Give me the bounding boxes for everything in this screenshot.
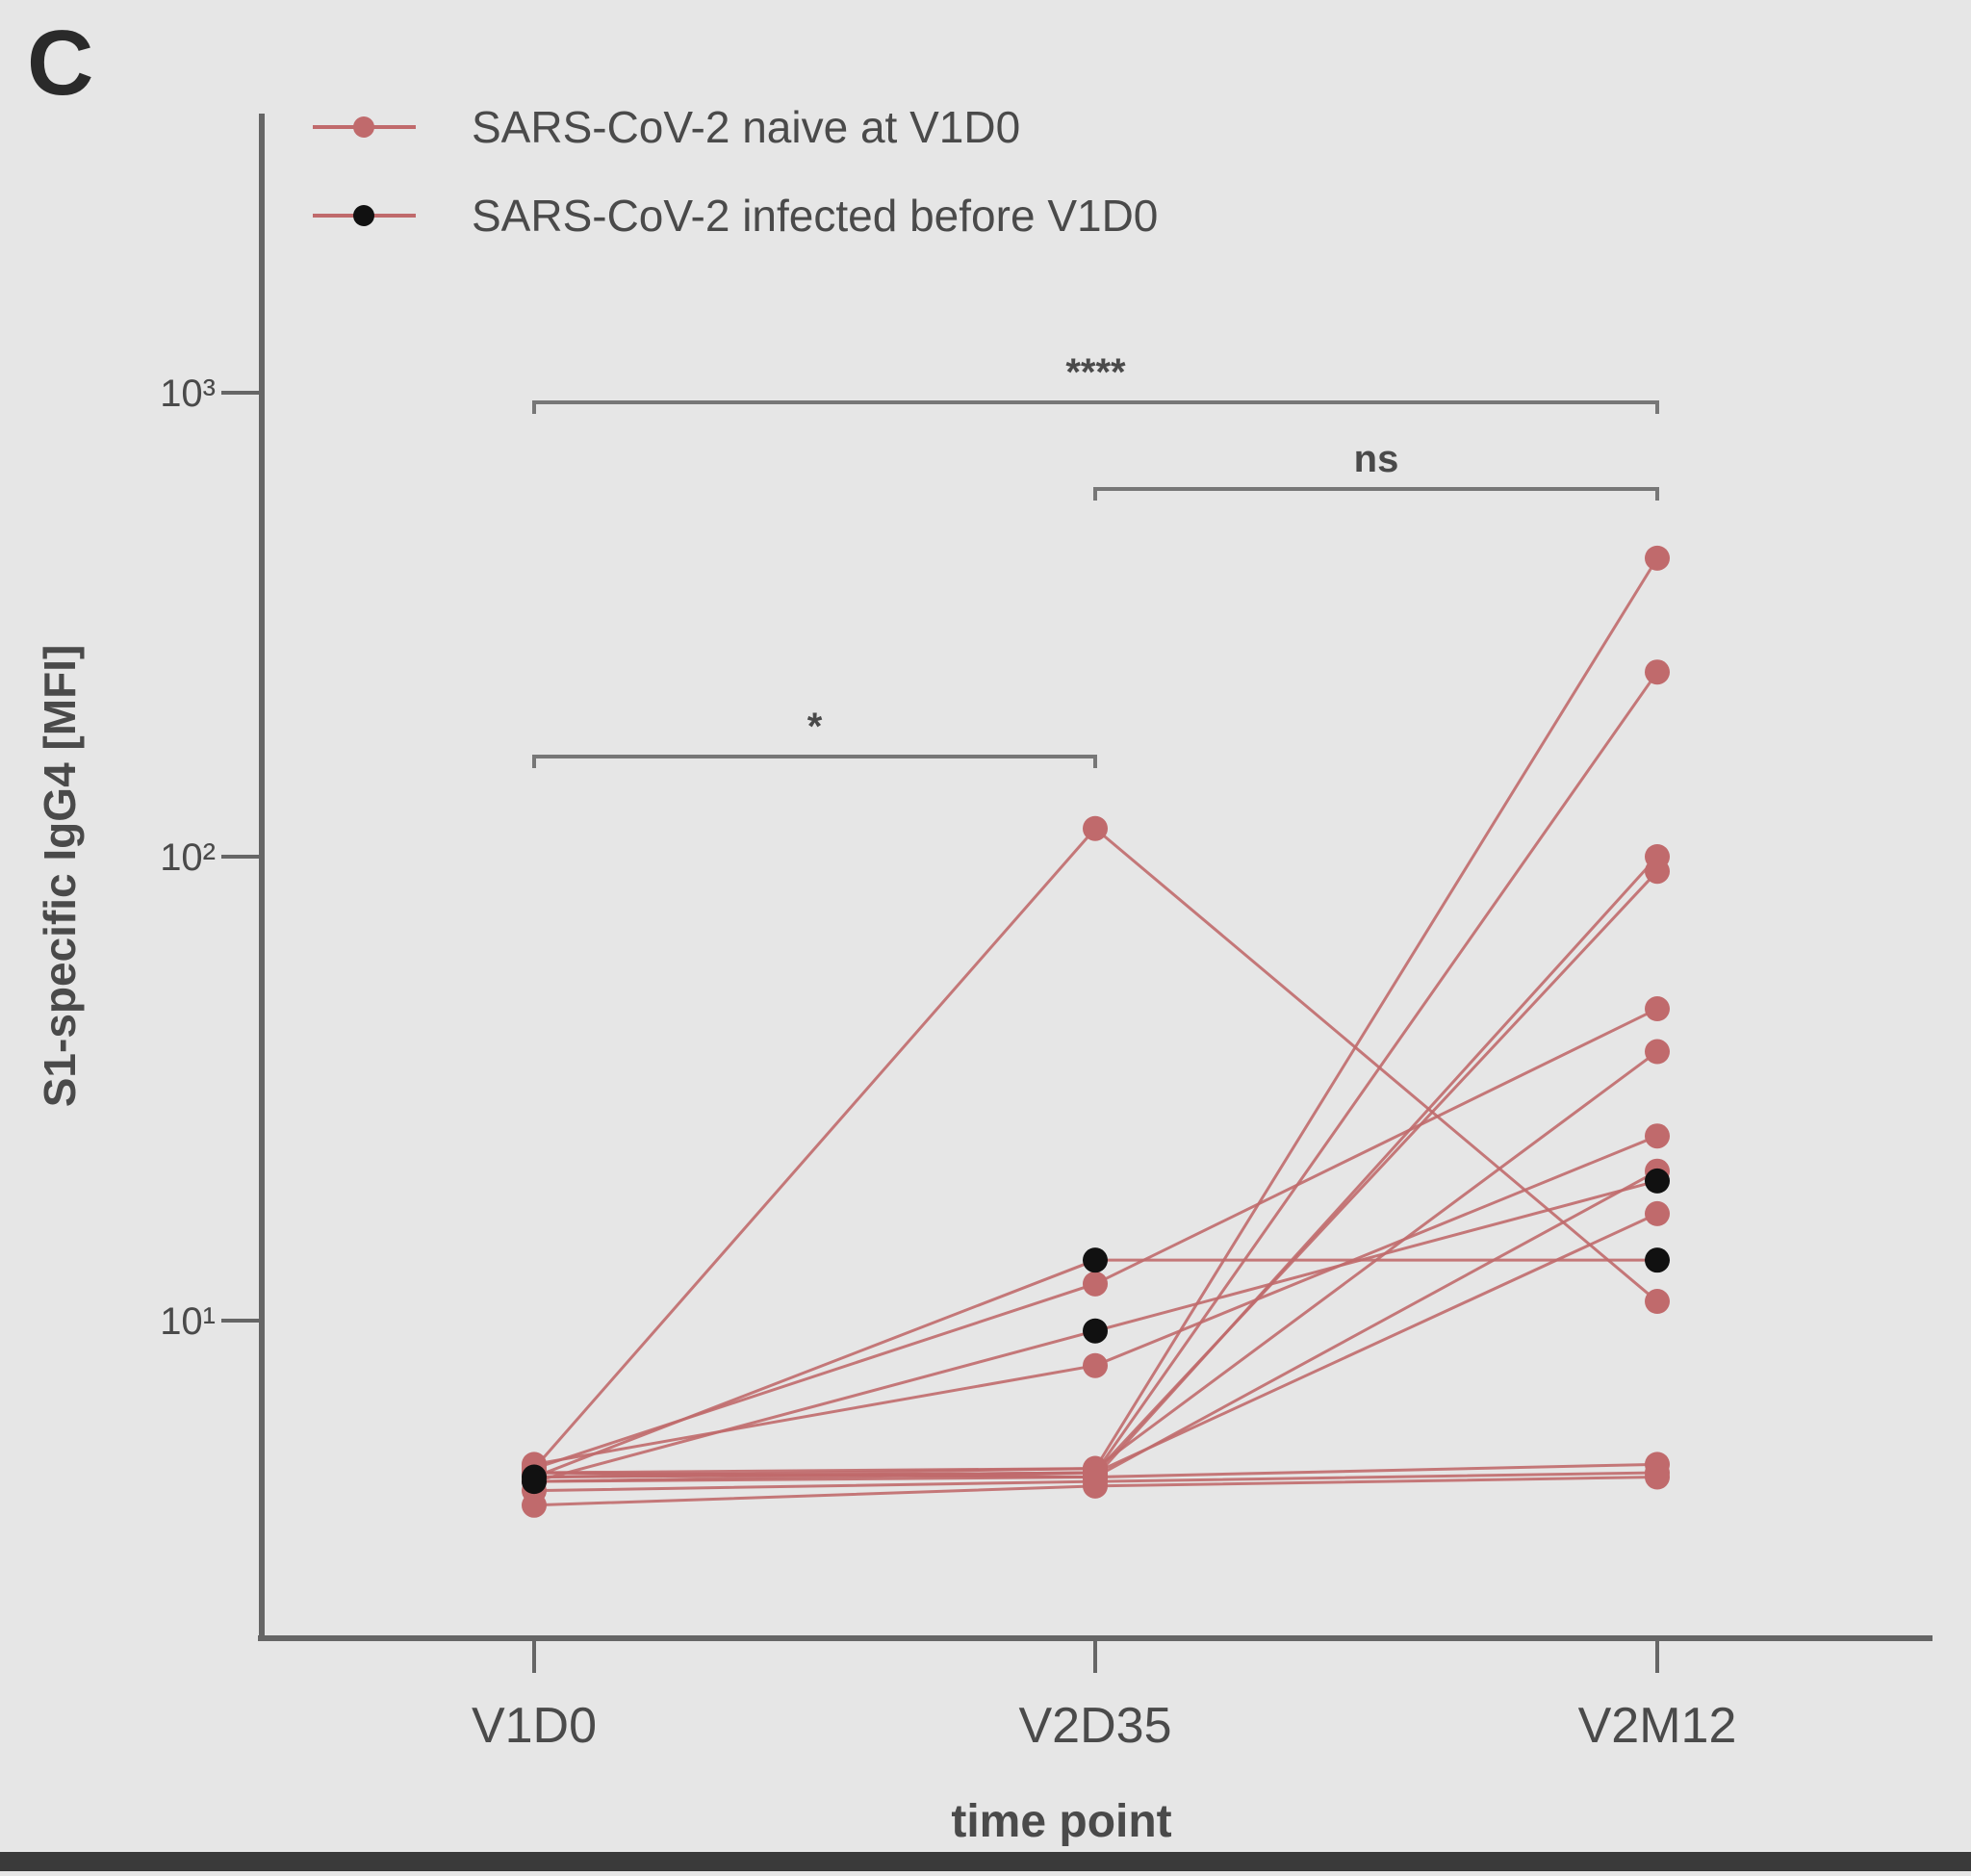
series-points (522, 545, 1670, 1518)
y-ticks: 10¹ 10² 10³ (160, 373, 260, 1343)
y-tick-label: 10² (160, 836, 216, 879)
significance-label: ns (1354, 438, 1399, 480)
series-line (533, 1134, 1658, 1466)
legend-infected-label: SARS-CoV-2 infected before V1D0 (472, 191, 1158, 241)
series-line (533, 1007, 1658, 1471)
data-point (1645, 1168, 1670, 1194)
bottom-border (0, 1852, 1971, 1871)
y-axis-label: S1-specific IgG4 [MFI] (35, 645, 85, 1108)
data-point (1645, 1123, 1670, 1149)
legend: SARS-CoV-2 naive at V1D0 SARS-CoV-2 infe… (313, 102, 1158, 241)
data-point (1083, 1318, 1108, 1344)
significance-bars: **** ns * (532, 351, 1659, 768)
data-point (522, 1492, 547, 1518)
data-point (1645, 996, 1670, 1022)
series-line (533, 855, 1659, 1479)
x-tick-label: V2M12 (1578, 1698, 1737, 1754)
x-tick-label: V1D0 (472, 1698, 597, 1754)
x-tick-label: V2D35 (1019, 1698, 1172, 1754)
x-axis-label: time point (951, 1796, 1171, 1847)
y-tick-label: 10³ (160, 373, 216, 415)
significance-bar (1093, 487, 1659, 501)
legend-naive-marker (353, 116, 374, 138)
data-point (1083, 815, 1108, 841)
data-point (1083, 1271, 1108, 1297)
data-point (1645, 545, 1670, 571)
data-point (1645, 1289, 1670, 1315)
data-point (1083, 1473, 1108, 1499)
data-point (1645, 1039, 1670, 1065)
data-point (1083, 1352, 1108, 1378)
data-point (1645, 1247, 1670, 1273)
data-point (1645, 659, 1670, 685)
significance-bar (532, 755, 1097, 768)
panel-label: C (27, 12, 93, 115)
y-tick-label: 10¹ (160, 1300, 216, 1343)
data-point (1645, 1464, 1670, 1490)
significance-label: * (807, 706, 823, 748)
data-point (1645, 859, 1670, 885)
significance-bar (532, 400, 1659, 414)
legend-infected-marker (353, 205, 374, 226)
x-ticks: V1D0 V2D35 V2M12 (472, 1641, 1736, 1754)
data-point (1083, 1247, 1108, 1273)
significance-label: **** (1065, 351, 1126, 394)
data-point (1645, 1200, 1670, 1226)
data-point (522, 1469, 547, 1495)
legend-naive-label: SARS-CoV-2 naive at V1D0 (472, 102, 1020, 152)
series-line (533, 870, 1659, 1479)
